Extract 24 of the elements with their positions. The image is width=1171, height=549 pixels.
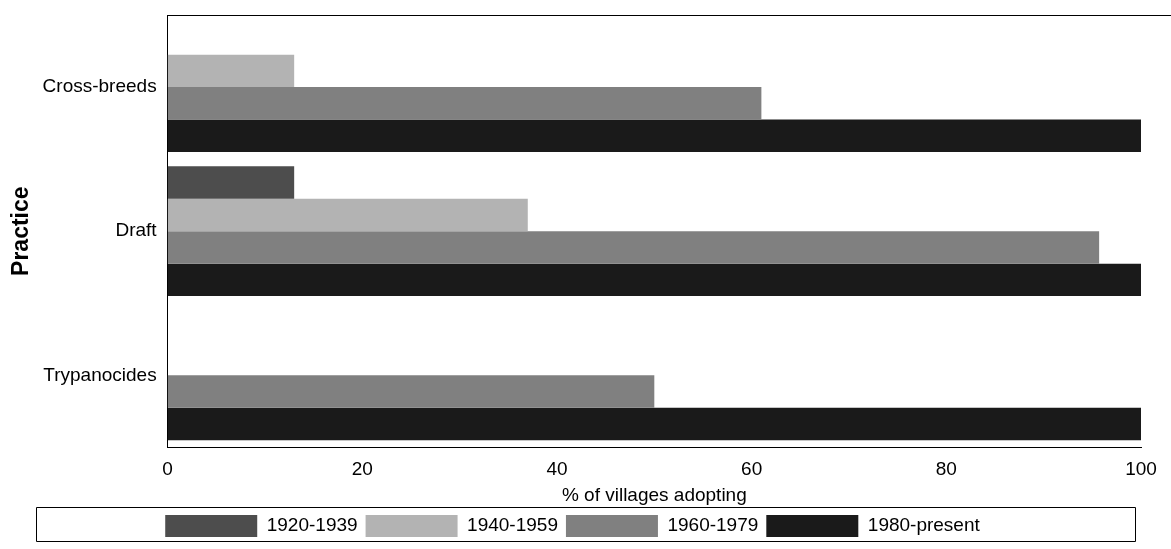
x-tick-label: 0: [162, 458, 173, 480]
x-axis-title: % of villages adopting: [561, 483, 747, 505]
legend-label: 1960-1979: [667, 514, 759, 536]
y-tick-label: Trypanocides: [43, 363, 157, 385]
y-tick-label: Cross-breeds: [42, 75, 157, 97]
x-tick-label: 80: [935, 458, 957, 480]
legend-label: 1980-present: [867, 514, 981, 536]
bar: [167, 231, 1100, 264]
x-tick-label: 20: [351, 458, 373, 480]
x-tick-label: 100: [1125, 458, 1157, 480]
y-tick-label: Draft: [115, 219, 158, 241]
x-tick-label: 40: [546, 458, 568, 480]
bar: [167, 166, 295, 199]
bar: [167, 375, 655, 408]
bar: [167, 198, 528, 232]
legend-label: 1940-1959: [467, 514, 558, 536]
y-axis-title: Practice: [7, 186, 34, 276]
bar: [167, 119, 1141, 152]
x-tick-label: 60: [741, 458, 763, 480]
bar: [167, 263, 1141, 297]
legend-label: 1920-1939: [266, 514, 358, 536]
bar: [167, 87, 762, 120]
bar: [167, 54, 295, 88]
bar: [167, 407, 1141, 441]
